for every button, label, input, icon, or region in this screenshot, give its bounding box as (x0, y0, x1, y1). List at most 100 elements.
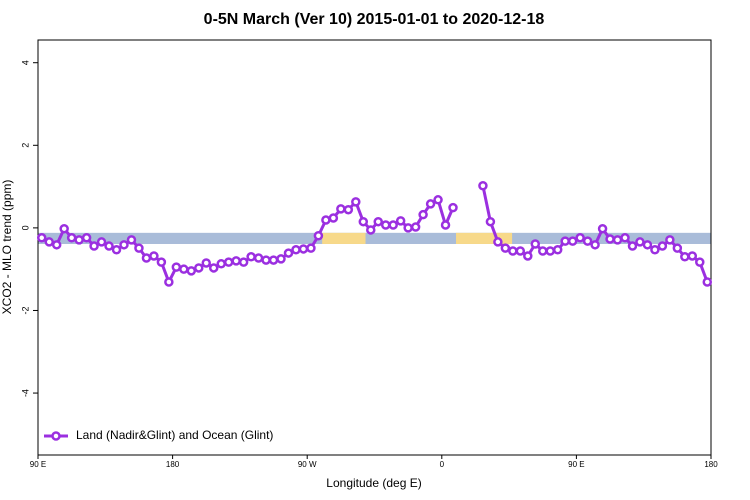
point (186, 266, 197, 276)
point (665, 235, 675, 245)
point (552, 245, 563, 255)
point (590, 240, 600, 250)
point (612, 235, 623, 245)
point (650, 245, 660, 255)
point (635, 237, 645, 247)
point (141, 253, 152, 263)
point (81, 233, 92, 243)
point (321, 215, 331, 225)
point (343, 204, 354, 215)
point (223, 257, 234, 267)
point (246, 252, 256, 262)
x-tick-label: 180 (166, 460, 180, 469)
y-tick-label: -4 (20, 389, 30, 397)
point (478, 181, 488, 191)
point (298, 244, 309, 254)
point (582, 236, 593, 246)
point (567, 236, 578, 246)
x-tick-label: 90 W (298, 460, 317, 469)
point (538, 246, 548, 256)
point (373, 216, 383, 227)
point (201, 258, 211, 268)
point (89, 241, 99, 251)
point (291, 245, 301, 255)
point (194, 263, 204, 273)
point (208, 263, 219, 273)
legend-marker (51, 431, 61, 441)
point (448, 202, 458, 213)
x-axis-label: Longitude (deg E) (326, 476, 421, 490)
point (560, 236, 570, 246)
point (134, 243, 144, 253)
band (38, 232, 711, 244)
point (358, 216, 369, 227)
point (149, 251, 159, 261)
point (395, 216, 406, 226)
x-tick-label: 90 E (568, 460, 584, 469)
point (425, 199, 436, 209)
point (605, 234, 615, 244)
point (328, 213, 339, 223)
chart-title: 0-5N March (Ver 10) 2015-01-01 to 2020-1… (204, 11, 545, 28)
point (508, 246, 518, 256)
point (597, 223, 608, 234)
point (283, 248, 294, 258)
point (627, 241, 638, 251)
point (126, 235, 137, 245)
point (657, 241, 668, 251)
point (96, 237, 107, 247)
y-tick-label: 4 (20, 60, 30, 65)
band (456, 232, 513, 244)
point (276, 254, 286, 264)
legend-label: Land (Nadir&Glint) and Ocean (Glint) (76, 428, 273, 442)
y-tick-label: -2 (20, 306, 30, 314)
point (51, 240, 62, 250)
point (366, 225, 376, 235)
x-tick-label: 0 (440, 460, 445, 469)
point (171, 262, 182, 272)
point (351, 197, 361, 207)
point (119, 240, 129, 250)
point (238, 257, 249, 267)
point (418, 209, 428, 220)
point (695, 257, 705, 267)
point (702, 277, 713, 287)
point (410, 222, 421, 232)
point (500, 243, 511, 253)
point (515, 246, 526, 256)
plot-frame (37, 39, 712, 456)
point (380, 220, 391, 230)
point (433, 195, 443, 205)
point (680, 252, 690, 262)
point (231, 256, 241, 266)
point (179, 264, 189, 274)
point (388, 220, 398, 230)
point (306, 243, 316, 253)
point (545, 246, 555, 256)
point (216, 259, 226, 269)
point (104, 241, 114, 251)
point (36, 233, 47, 243)
point (44, 237, 54, 247)
x-tick-label: 90 E (30, 460, 46, 469)
point (672, 243, 683, 253)
point (111, 245, 122, 255)
point (253, 253, 264, 263)
y-tick-label: 2 (20, 143, 30, 148)
y-tick-label: 0 (20, 225, 30, 230)
point (74, 235, 84, 245)
point (313, 230, 324, 241)
point (523, 251, 533, 261)
x-tick-label: 180 (704, 460, 718, 469)
point (164, 277, 174, 287)
point (336, 204, 346, 214)
point (59, 223, 69, 234)
y-axis-label: XCO2 - MLO trend (ppm) (0, 180, 14, 315)
point (403, 223, 413, 233)
band (322, 232, 366, 244)
point (485, 216, 496, 227)
point (440, 220, 451, 230)
point (687, 251, 698, 261)
